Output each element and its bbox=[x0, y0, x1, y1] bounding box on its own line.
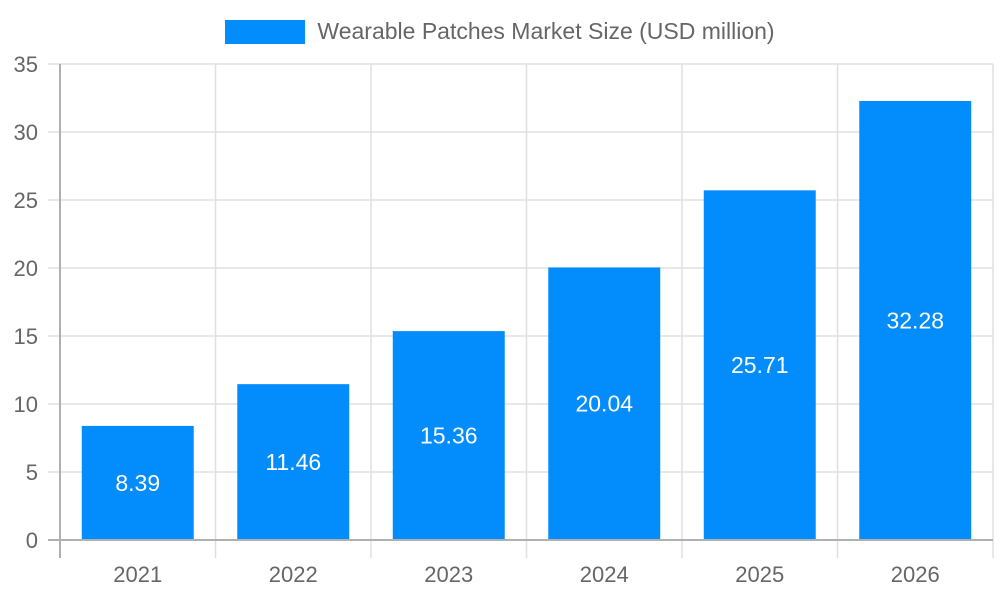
y-tick-label: 25 bbox=[14, 188, 38, 213]
x-tick-label: 2021 bbox=[113, 562, 162, 587]
x-tick-label: 2024 bbox=[580, 562, 629, 587]
y-tick-label: 35 bbox=[14, 52, 38, 77]
legend-label: Wearable Patches Market Size (USD millio… bbox=[317, 18, 775, 44]
y-tick-label: 5 bbox=[26, 460, 38, 485]
y-tick-label: 30 bbox=[14, 120, 38, 145]
bar-2026[interactable] bbox=[859, 100, 972, 539]
bar-value-label: 25.71 bbox=[731, 352, 789, 378]
y-tick-label: 20 bbox=[14, 256, 38, 281]
bar-2021[interactable] bbox=[81, 425, 194, 539]
bar-value-label: 15.36 bbox=[420, 423, 478, 449]
bar-value-label: 11.46 bbox=[265, 449, 321, 475]
bar-2022[interactable] bbox=[237, 384, 350, 539]
y-tick-label: 10 bbox=[14, 392, 38, 417]
bar-2025[interactable] bbox=[703, 190, 816, 539]
bar-value-label: 8.39 bbox=[115, 470, 160, 496]
y-tick-label: 0 bbox=[26, 528, 38, 553]
legend-swatch bbox=[225, 19, 306, 44]
bar-value-label: 20.04 bbox=[575, 391, 633, 417]
chart-legend[interactable]: Wearable Patches Market Size (USD millio… bbox=[0, 18, 1000, 45]
x-tick-label: 2026 bbox=[891, 562, 940, 587]
bar-2024[interactable] bbox=[548, 267, 661, 539]
bar-value-label: 32.28 bbox=[886, 307, 944, 333]
y-tick-label: 15 bbox=[14, 324, 38, 349]
x-tick-label: 2023 bbox=[424, 562, 473, 587]
x-tick-label: 2025 bbox=[735, 562, 784, 587]
x-tick-label: 2022 bbox=[269, 562, 318, 587]
bar-2023[interactable] bbox=[392, 331, 505, 539]
